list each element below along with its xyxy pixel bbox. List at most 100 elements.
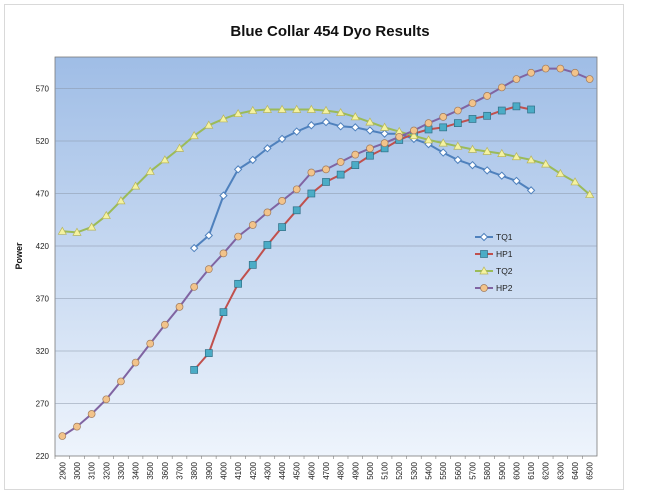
x-tick-label: 3200 bbox=[102, 461, 111, 479]
legend-label-tq1: TQ1 bbox=[496, 232, 513, 242]
data-point-tq2 bbox=[423, 135, 434, 144]
data-point-hp1 bbox=[468, 115, 477, 123]
data-point-hp2 bbox=[190, 283, 199, 291]
data-point-tq2 bbox=[511, 152, 522, 161]
data-point-hp2 bbox=[571, 68, 579, 77]
data-point-tq2 bbox=[570, 177, 580, 186]
y-tick-label: 520 bbox=[36, 137, 50, 146]
legend: TQ1 HP1 TQ2 HP2 bbox=[475, 232, 513, 293]
data-point-tq2 bbox=[555, 168, 565, 177]
x-tick-label: 5000 bbox=[366, 461, 375, 479]
data-point-tq1 bbox=[292, 127, 301, 136]
data-point-hp2 bbox=[73, 422, 81, 431]
data-point-tq2 bbox=[306, 104, 316, 113]
data-point-hp2 bbox=[336, 158, 345, 166]
x-tick-label: 5800 bbox=[483, 461, 492, 479]
plot-area bbox=[54, 56, 598, 457]
data-point-hp2 bbox=[146, 339, 155, 348]
x-tick-label: 3100 bbox=[88, 461, 97, 479]
data-point-tq2 bbox=[541, 159, 551, 168]
x-tick-label: 6500 bbox=[586, 461, 595, 479]
data-point-tq2 bbox=[585, 189, 595, 198]
data-point-tq2 bbox=[233, 108, 243, 118]
x-tick-label: 3300 bbox=[117, 461, 126, 479]
data-point-tq2 bbox=[409, 131, 419, 140]
data-point-hp2 bbox=[322, 165, 330, 174]
x-tick-label: 5900 bbox=[498, 461, 507, 479]
x-tick-label: 4400 bbox=[278, 461, 287, 479]
x-tick-label: 3700 bbox=[176, 461, 185, 479]
data-point-tq2 bbox=[497, 148, 507, 157]
x-tick-label: 4500 bbox=[293, 461, 302, 479]
data-point-hp2 bbox=[497, 83, 506, 92]
data-point-tq2 bbox=[526, 155, 536, 164]
data-point-hp2 bbox=[527, 68, 535, 77]
x-tick-label: 5400 bbox=[425, 461, 434, 479]
legend-marker bbox=[479, 266, 489, 275]
data-point-tq2 bbox=[453, 141, 463, 150]
series-tq2 bbox=[57, 104, 595, 236]
data-point-hp2 bbox=[541, 64, 550, 73]
y-tick-label: 570 bbox=[36, 85, 50, 94]
data-point-hp2 bbox=[131, 358, 140, 367]
x-tick-label: 3800 bbox=[190, 461, 199, 479]
y-tick-label: 320 bbox=[36, 347, 50, 356]
data-point-hp2 bbox=[439, 112, 448, 121]
data-point-hp2 bbox=[263, 208, 272, 217]
legend-label-tq2: TQ2 bbox=[496, 266, 513, 276]
y-tick-label: 370 bbox=[36, 295, 50, 304]
data-point-hp2 bbox=[58, 432, 67, 440]
data-point-tq1 bbox=[453, 155, 463, 165]
x-tick-label: 3600 bbox=[161, 461, 170, 479]
x-tick-label: 6000 bbox=[512, 461, 521, 479]
data-point-tq1 bbox=[497, 171, 506, 180]
data-point-tq2 bbox=[116, 196, 126, 205]
data-point-tq1 bbox=[468, 160, 477, 170]
y-tick-label: 420 bbox=[36, 242, 50, 251]
x-tick-label: 4700 bbox=[322, 461, 331, 479]
legend-label-hp2: HP2 bbox=[496, 283, 513, 293]
data-point-tq2 bbox=[101, 210, 111, 219]
data-point-tq1 bbox=[351, 123, 360, 132]
data-point-hp1 bbox=[234, 279, 242, 288]
data-point-tq2 bbox=[321, 105, 331, 114]
x-tick-label: 6300 bbox=[556, 461, 565, 479]
data-point-tq2 bbox=[467, 144, 478, 153]
legend-label-hp1: HP1 bbox=[496, 249, 513, 259]
data-point-tq1 bbox=[248, 155, 257, 165]
data-point-hp1 bbox=[453, 119, 462, 128]
data-point-tq2 bbox=[277, 104, 287, 113]
data-point-tq1 bbox=[204, 231, 214, 240]
data-point-hp2 bbox=[102, 395, 111, 404]
x-tick-label: 4600 bbox=[307, 461, 316, 479]
series-hp2 bbox=[58, 64, 594, 440]
data-point-tq1 bbox=[526, 186, 536, 195]
x-tick-label: 3400 bbox=[132, 461, 141, 479]
data-point-tq2 bbox=[365, 117, 375, 126]
data-point-hp2 bbox=[278, 197, 286, 205]
data-point-tq1 bbox=[512, 176, 521, 186]
data-point-tq1 bbox=[233, 165, 243, 174]
data-point-hp1 bbox=[366, 151, 374, 160]
data-point-tq2 bbox=[218, 114, 229, 123]
x-axis-ticks: 2900 3000 3100 3200 3300 3400 3500 3600 3700 3800… bbox=[54, 456, 595, 480]
data-point-tq2 bbox=[189, 131, 199, 140]
data-point-hp2 bbox=[351, 150, 360, 159]
data-point-tq1 bbox=[263, 144, 272, 153]
data-point-hp1 bbox=[263, 241, 272, 249]
data-point-tq2 bbox=[379, 122, 390, 131]
chart-title: Blue Collar 454 Dyo Results bbox=[230, 23, 429, 40]
data-point-hp1 bbox=[351, 161, 360, 169]
data-point-tq1 bbox=[482, 166, 492, 175]
data-point-hp2 bbox=[204, 265, 213, 273]
data-point-hp2 bbox=[234, 232, 242, 241]
data-point-tq2 bbox=[160, 155, 170, 164]
data-point-hp2 bbox=[175, 303, 184, 311]
data-point-hp2 bbox=[512, 75, 521, 83]
x-tick-label: 2900 bbox=[58, 461, 67, 479]
data-point-tq2 bbox=[262, 104, 273, 113]
data-point-tq1 bbox=[189, 243, 199, 253]
data-point-hp2 bbox=[468, 99, 477, 108]
data-point-hp2 bbox=[292, 185, 301, 194]
